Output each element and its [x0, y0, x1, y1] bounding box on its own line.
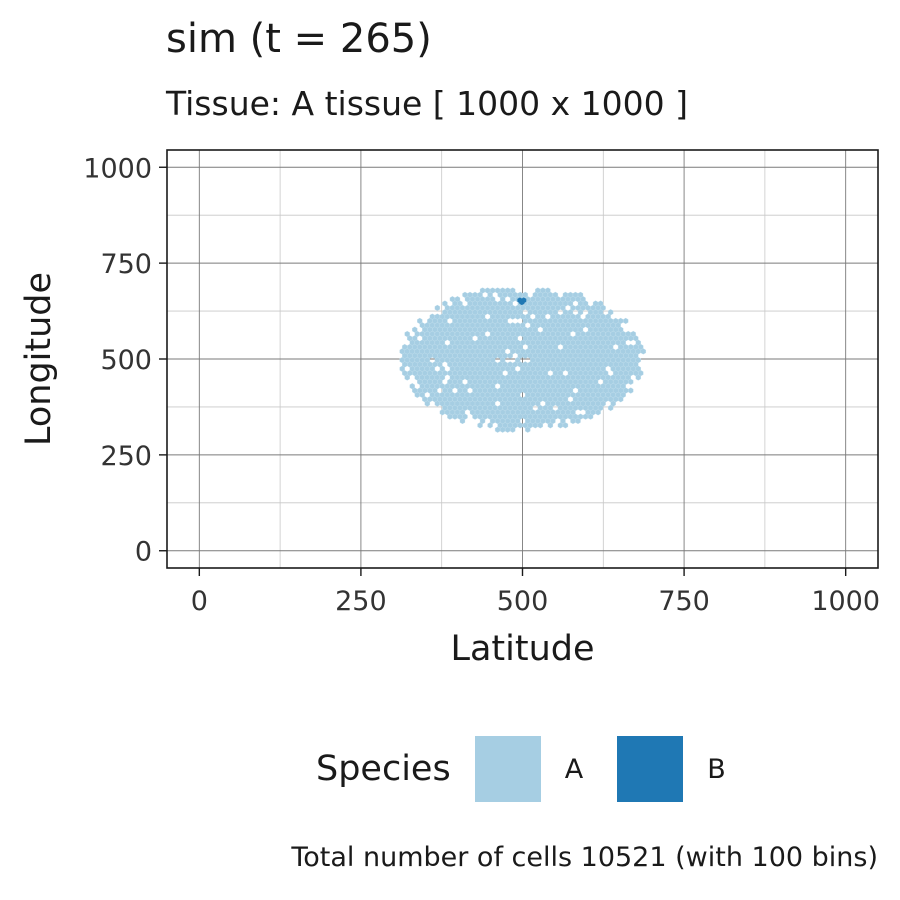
cell-hex-a: [570, 417, 576, 425]
cell-hex-a: [447, 413, 453, 420]
y-tick-label: 0: [135, 537, 152, 568]
cell-hex-a: [434, 304, 441, 311]
cell-hex-a: [505, 426, 511, 433]
cell-hex-a: [507, 352, 513, 359]
x-tick-label: 500: [497, 586, 549, 617]
cell-hex-a: [607, 404, 614, 412]
cell-hex-a: [628, 378, 634, 385]
cell-hex-a: [628, 335, 634, 342]
cell-hex-a: [477, 422, 483, 429]
cell-hex-a: [532, 422, 538, 429]
legend-label-a: A: [564, 753, 584, 785]
cell-hex-a: [595, 409, 601, 416]
cell-hex-a: [582, 413, 589, 420]
plot-title: sim (t = 265): [166, 16, 432, 62]
y-tick-label: 500: [100, 345, 152, 376]
plot-subtitle: Tissue: A tissue [ 1000 x 1000 ]: [166, 84, 688, 123]
cell-hex-a: [562, 422, 569, 429]
x-tick-label: 750: [658, 586, 710, 617]
cell-hex-a: [494, 426, 501, 433]
cell-hex-a: [404, 374, 410, 381]
cell-hex-a: [525, 426, 531, 433]
cell-hex-a: [577, 404, 584, 412]
cell-hex-a: [510, 426, 516, 433]
legend: Species A B: [316, 736, 760, 802]
cell-hex-a: [547, 422, 554, 429]
cell-hex-a: [640, 348, 646, 355]
cell-hex-a: [635, 374, 641, 381]
cell-hex-a: [459, 417, 466, 425]
cell-hex-a: [452, 413, 458, 420]
cell-hex-a: [487, 422, 493, 429]
cell-hex-a: [414, 391, 420, 398]
cell-hex-a: [424, 400, 430, 407]
cell-hex-a: [522, 352, 528, 359]
x-tick-label: 250: [335, 586, 387, 617]
y-axis-label: Longitude: [19, 272, 59, 446]
legend-title: Species: [316, 749, 451, 789]
legend-item-a: A: [474, 736, 584, 802]
x-axis: 0 250 500 750 1000: [191, 568, 880, 617]
cell-hexagons: [399, 287, 646, 433]
cell-hex-a: [587, 413, 594, 420]
cell-hex-a: [575, 417, 581, 425]
x-axis-label: Latitude: [450, 629, 594, 669]
cell-hex-a: [434, 400, 441, 407]
cell-hex-a: [618, 396, 624, 403]
cell-hex-a: [557, 422, 564, 429]
y-tick-label: 250: [100, 441, 152, 472]
cell-hex-b: [519, 299, 525, 306]
legend-key-a: [474, 736, 541, 802]
cell-hex-a: [439, 409, 446, 416]
cell-hex-a: [517, 422, 523, 429]
plot-caption: Total number of cells 10521 (with 100 bi…: [291, 842, 878, 873]
cell-hex-a: [500, 426, 506, 433]
cell-hex-a: [628, 387, 634, 394]
cell-hex-a: [515, 313, 521, 320]
y-axis: 0 250 500 750 1000: [83, 153, 167, 568]
legend-item-b: B: [617, 736, 726, 802]
x-tick-label: 1000: [811, 586, 880, 617]
legend-label-b: B: [707, 753, 726, 785]
y-tick-label: 1000: [83, 153, 152, 184]
y-tick-label: 750: [100, 249, 152, 280]
cell-hex-a: [472, 413, 478, 420]
cell-hex-a: [510, 313, 516, 320]
cell-hex-a: [623, 317, 629, 325]
major-gridlines: [167, 150, 878, 568]
tissue-hexbin-chart: 0 250 500 750 1000 0 250 500 750 1000 Latitude L…: [19, 149, 880, 669]
x-tick-label: 0: [191, 586, 208, 617]
legend-key-b: [617, 736, 684, 802]
cell-hex-a: [537, 422, 543, 429]
